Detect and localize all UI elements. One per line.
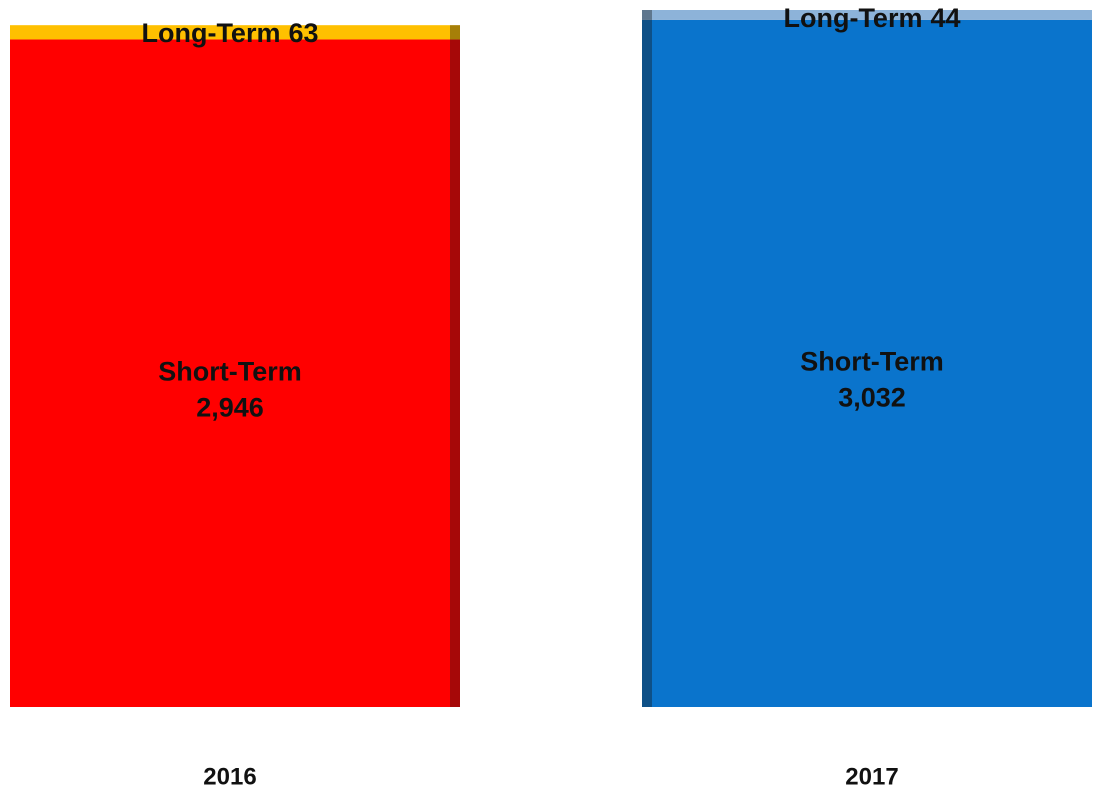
data-label: 2,946: [196, 392, 264, 422]
bar-side: [450, 25, 460, 40]
data-label: Long-Term 44: [783, 3, 960, 33]
bar-segment: [10, 39, 450, 707]
segment-value: 63: [288, 18, 318, 48]
segment-name: Long-Term: [783, 3, 922, 33]
bar-segment: [10, 25, 450, 40]
bar-side-shade: [642, 19, 652, 707]
bar-side-shade: [450, 39, 460, 707]
x-tick-label: 2017: [845, 763, 898, 790]
bar-segment: [652, 10, 1092, 20]
data-label: Long-Term 63: [141, 18, 318, 48]
segment-name: Short-Term: [800, 347, 944, 377]
x-tick-label: 2016: [203, 763, 256, 790]
bar-side-shade: [450, 25, 460, 40]
bar-side-shade: [642, 10, 652, 20]
bar-side: [642, 10, 652, 20]
bar-segment: [652, 19, 1092, 707]
segment-name: Long-Term: [141, 18, 280, 48]
data-label: 3,032: [838, 383, 906, 413]
bar-side: [642, 19, 652, 707]
bar-side: [450, 39, 460, 707]
segment-name: Short-Term: [158, 356, 302, 386]
segment-value: 44: [930, 3, 960, 33]
